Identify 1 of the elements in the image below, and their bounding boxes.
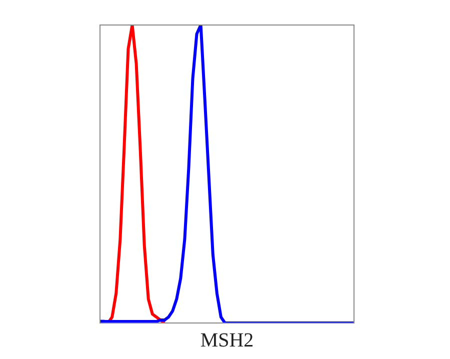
x-axis-title: MSH2: [200, 329, 254, 352]
